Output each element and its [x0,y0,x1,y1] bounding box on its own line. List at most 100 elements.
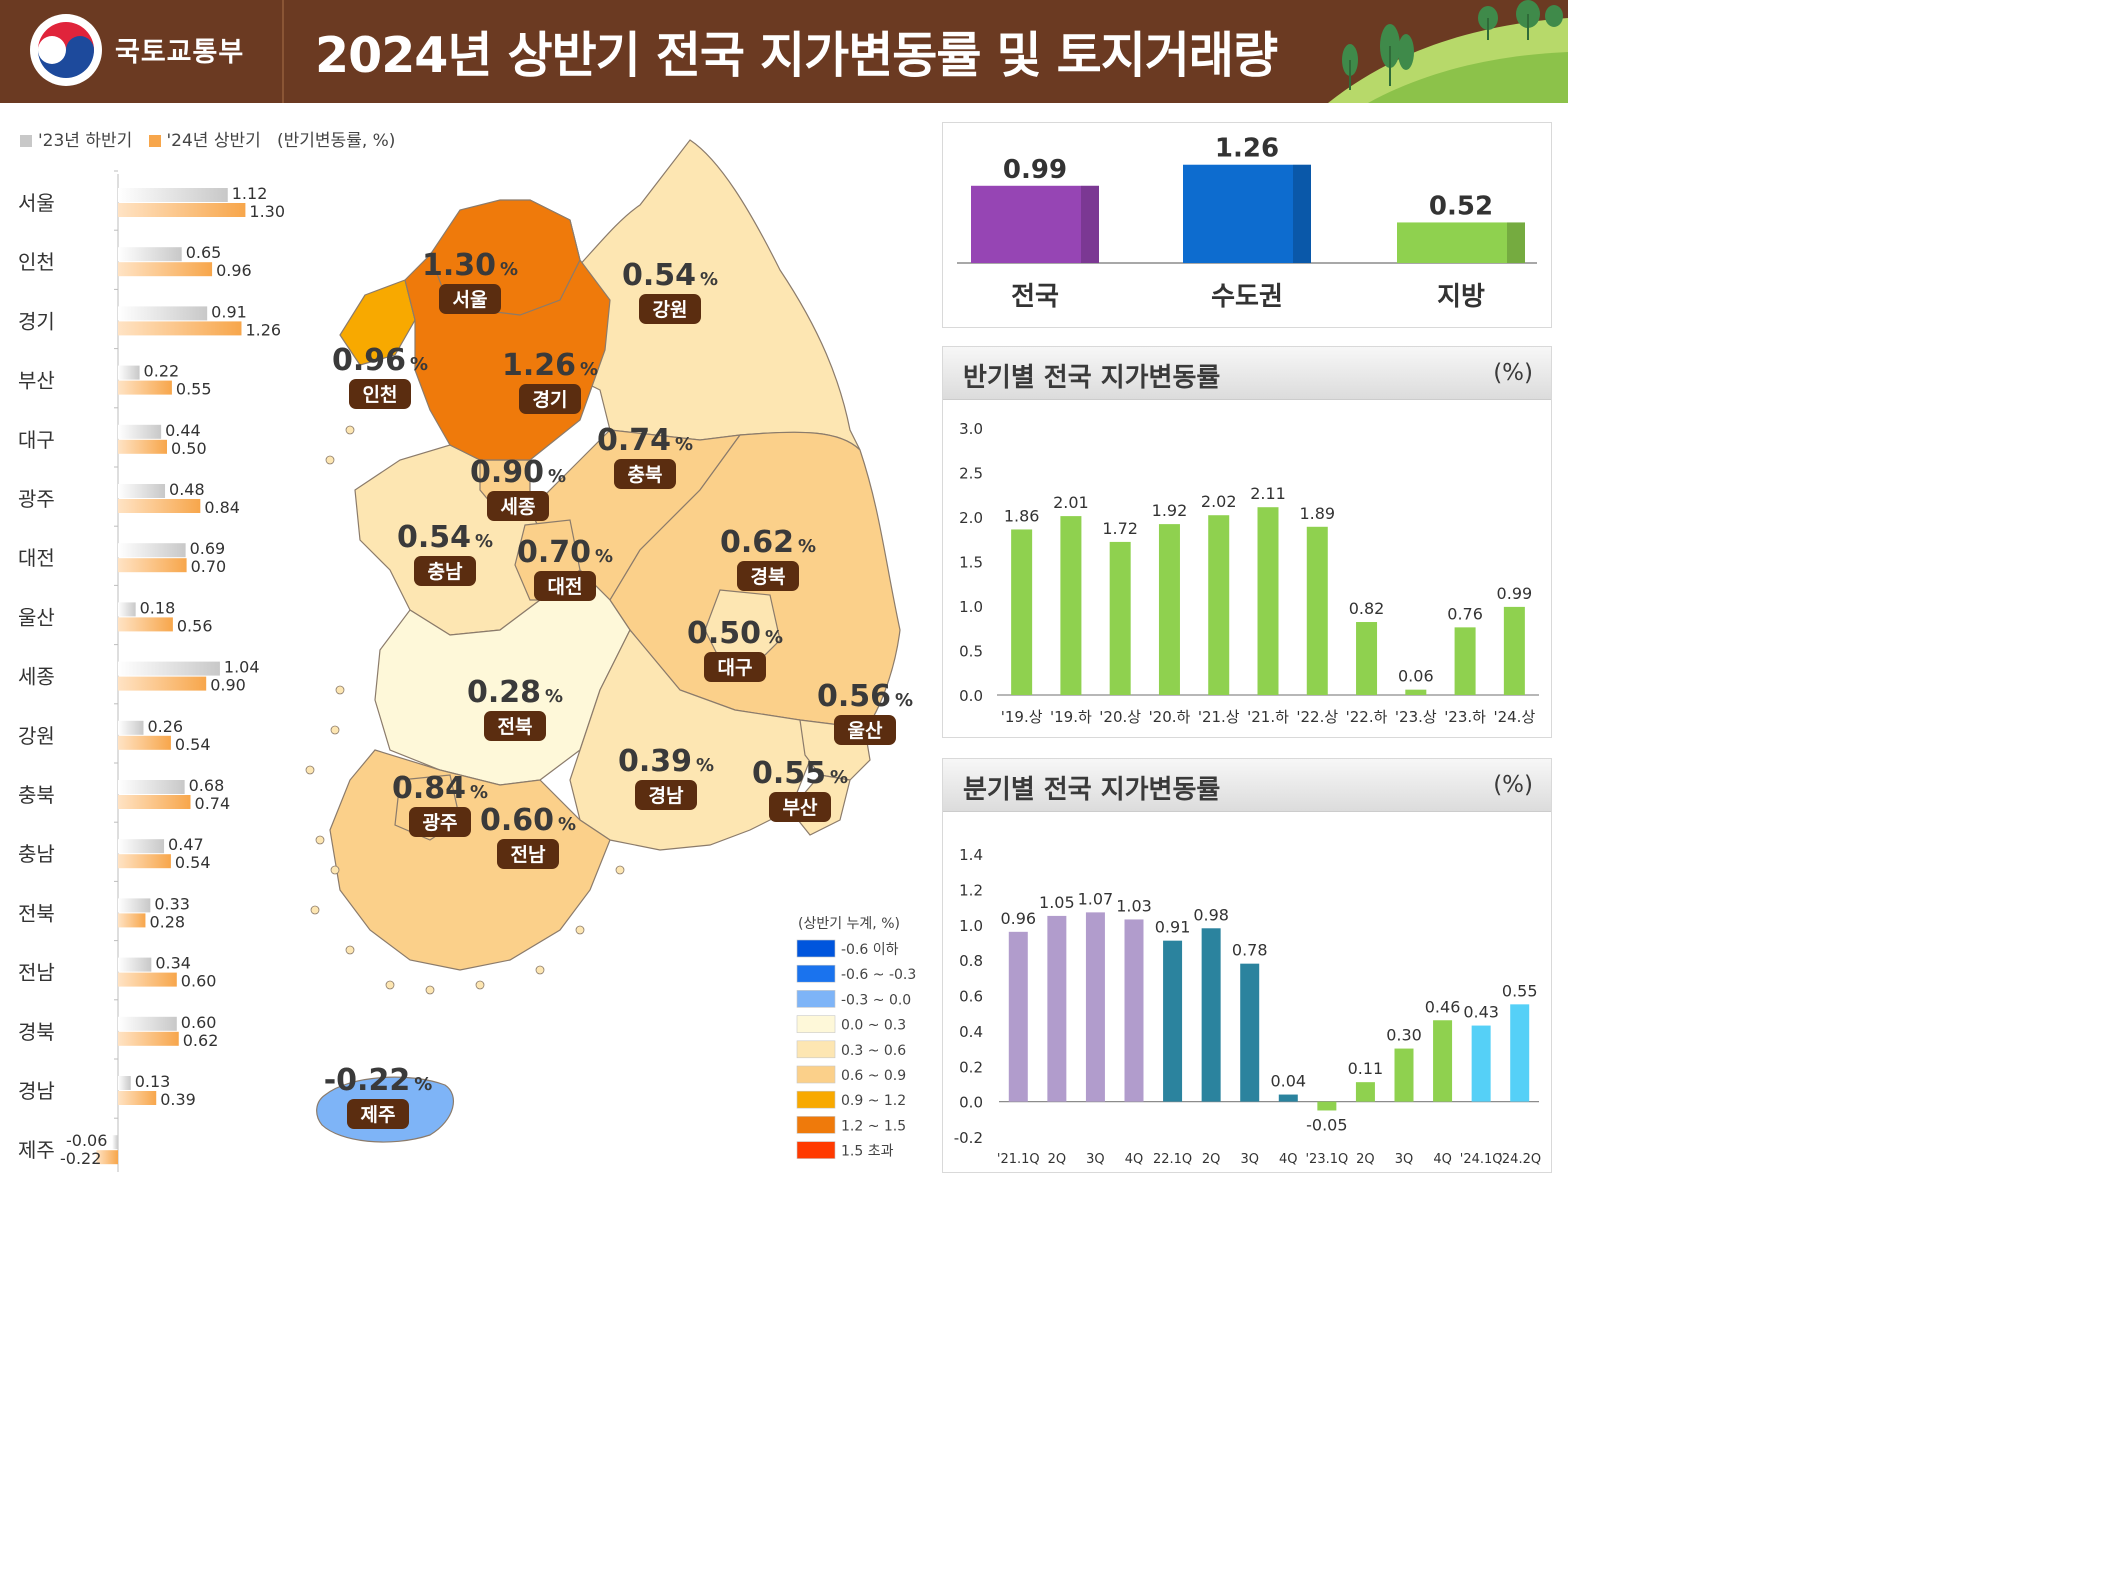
map-value-서울: 1.30% [422,248,518,283]
hbar-curr-bar [118,795,191,809]
quarterly-bar [1047,915,1067,1102]
map-value-number: 0.70 [517,535,591,570]
halfyear-value: 1.92 [1152,501,1188,520]
quarterly-value: 1.07 [1078,889,1114,908]
map-value-전남: 0.60% [480,803,576,838]
halfyear-value: 1.72 [1102,519,1138,538]
map-value-pct: % [830,767,848,788]
hbar-prev-value: 0.48 [169,480,205,499]
hbar-prev-value: -0.06 [66,1131,107,1150]
map-name-강원: 강원 [653,299,688,321]
quarterly-bar [1201,928,1221,1102]
map-legend: (상반기 누계, %) -0.6 이하 -0.6 ~ -0.3 -0.3 ~ 0.0 0… [796,916,916,1160]
map-name-울산: 울산 [848,720,883,742]
map-value-number: 1.30 [422,248,496,283]
hbar-curr-bar [118,854,171,869]
hbar-category-label: 인천 [18,250,55,274]
quarterly-ytick: 1.0 [959,917,983,935]
hbar-curr-bar [118,439,167,454]
map-name-부산: 부산 [783,797,818,819]
quarterly-category: 2Q [1356,1152,1375,1167]
map-value-number: 1.26 [502,348,576,383]
map-island [335,685,345,695]
halfyear-value: 0.99 [1497,584,1533,603]
hbar-category-label: 대전 [18,546,55,570]
quarterly-bar [1471,1025,1491,1102]
summary-bar-shade [1081,185,1099,263]
hbar-category-label: 울산 [18,605,55,629]
halfyear-ytick: 1.5 [959,554,983,572]
legend-swatch-curr [148,135,161,147]
map-name-제주: 제주 [361,1104,396,1126]
halfyear-category: '23.하 [1444,708,1486,726]
map-island [305,765,315,775]
hbar-prev-value: 0.91 [211,302,247,321]
bar-legend: '23년 하반기 '24년 상반기 (반기변동률, %) [20,126,395,151]
hbar-prev-value: 0.65 [186,243,222,262]
hbar-prev-value: 0.34 [155,954,191,973]
map-island [330,725,340,735]
map-legend-label: 1.5 초과 [841,1144,894,1160]
map-name-badge [737,561,799,591]
hbar-curr-value: 0.39 [160,1090,196,1109]
quarterly-value: 0.98 [1193,905,1229,924]
map-value-울산: 0.56% [817,679,913,714]
hbar-curr-bar [118,380,172,395]
halfyear-bar [1503,606,1525,695]
hbar-prev-value: 0.69 [190,539,226,558]
map-name-전북: 전북 [498,716,533,738]
summary-value: 0.52 [1429,191,1493,221]
map-name-badge [769,792,831,822]
halfyear-value: 1.89 [1299,504,1335,523]
map-legend-swatch [796,964,836,983]
hbar-curr-value: -0.22 [60,1149,101,1168]
hbar-prev-value: 0.33 [154,894,190,913]
quarterly-bar [1355,1082,1375,1102]
halfyear-panel: 반기별 전국 지가변동률 (%) 0.0 0.5 1.0 1.5 2.0 2.5 3.0 1.… [942,346,1552,738]
map-value-pct: % [470,782,488,803]
halfyear-bar [1109,541,1131,695]
quarterly-value: 0.91 [1155,918,1191,937]
map-value-pct: % [410,354,428,375]
legend-swatch-prev [20,135,32,147]
map-name-경남: 경남 [649,785,684,807]
map-name-경북: 경북 [751,566,786,588]
map-name-badge [439,284,501,314]
hbar-prev-bar [118,839,165,854]
quarterly-value: 0.78 [1232,941,1268,960]
map-value-대전: 0.70% [517,535,613,570]
summary-bar [1183,164,1311,263]
map-value-강원: 0.54% [622,258,718,293]
map-value-number: 0.55 [752,756,826,791]
hbar-category-label: 충남 [18,842,55,866]
map-name-전남: 전남 [511,844,546,866]
map-value-pct: % [475,531,493,552]
map-value-number: 0.54 [622,258,696,293]
hbar-curr-value: 0.54 [175,735,211,754]
halfyear-bar [1158,524,1180,695]
map-value-number: 0.84 [392,771,466,806]
hbar-curr-value: 0.96 [216,261,252,280]
map-name-badge [534,571,596,601]
halfyear-category: '22.상 [1296,708,1338,726]
map-value-number: 0.56 [817,679,891,714]
hbar-curr-value: 0.50 [171,439,207,458]
map-name-대구: 대구 [718,657,753,679]
map-legend-label: 0.3 ~ 0.6 [841,1043,906,1059]
quarterly-ytick: 0.4 [959,1023,983,1041]
hbar-curr-bar [118,203,246,217]
hbar-curr-bar [118,617,173,632]
map-name-인천: 인천 [363,384,398,406]
map-value-number: 0.96 [332,343,406,378]
header-divider [282,0,284,103]
quarterly-category: 3Q [1395,1152,1414,1167]
map-name-badge [349,379,411,409]
hbar-category-label: 충북 [18,783,55,807]
map-island [535,965,545,975]
map-island [345,425,355,435]
quarterly-category: 2Q [1048,1152,1067,1167]
quarterly-unit: (%) [1493,772,1533,798]
map-value-pct: % [675,434,693,455]
hbar-prev-bar [118,780,185,794]
page-title: 2024년 상반기 전국 지가변동률 및 토지거래량 [315,27,1278,84]
